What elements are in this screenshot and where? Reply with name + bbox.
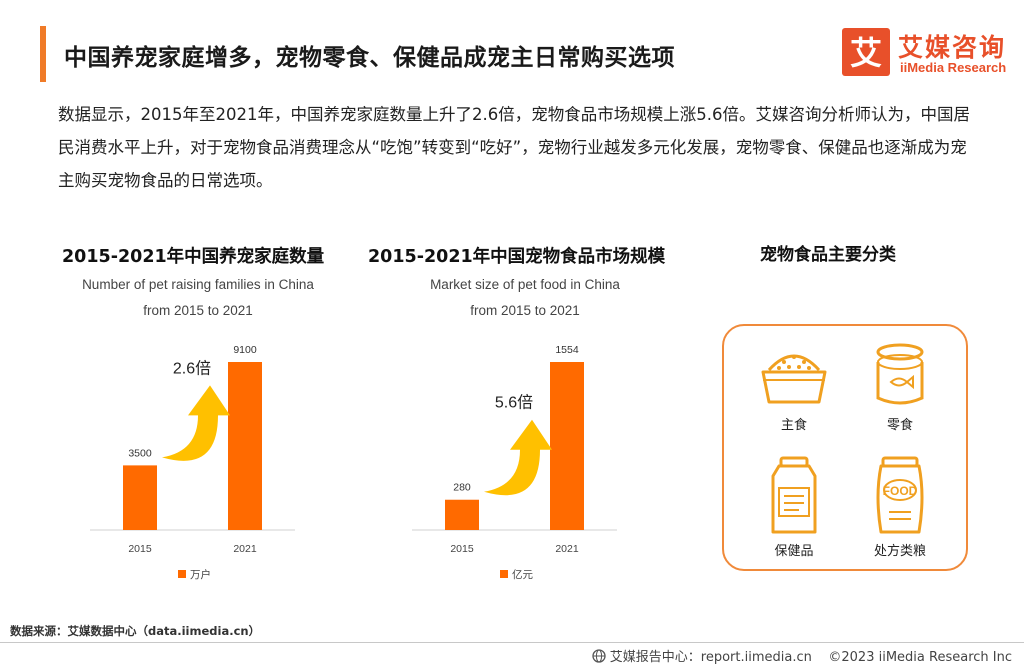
category-supplement: 保健品 (744, 456, 844, 559)
category-prescription: FOOD 处方类粮 (850, 456, 950, 559)
fish-can-icon (876, 343, 924, 405)
legend-label: 万户 (190, 568, 211, 581)
category-snack: 零食 (850, 340, 950, 440)
legend-swatch (178, 570, 186, 578)
growth-arrow-icon (162, 385, 230, 461)
category-staple: 主食 (744, 340, 844, 440)
chart2-title: 2015-2021年中国宠物食品市场规模 (368, 247, 666, 267)
bar (445, 499, 479, 530)
category-label: 保健品 (774, 544, 814, 559)
legend-label: 亿元 (512, 568, 533, 581)
chart1-subtitle: Number of pet raising families in China … (40, 272, 356, 324)
categories-panel: 主食 零食 保健品 FOOD 处方类粮 (722, 324, 968, 571)
data-label: 1554 (555, 344, 579, 356)
chart2-subtitle-line2: from 2015 to 2021 (470, 303, 580, 318)
growth-annotation: 5.6倍 (495, 394, 533, 412)
category-label: 主食 (780, 418, 807, 433)
data-label: 280 (453, 482, 471, 494)
category-label: 零食 (886, 418, 913, 433)
logo-text-cn: 艾媒咨询 (898, 33, 1007, 62)
logo-text-en: iiMedia Research (900, 60, 1007, 75)
food-bowl-icon (761, 354, 827, 404)
summary-paragraph: 数据显示，2015年至2021年，中国养宠家庭数量上升了2.6倍，宠物食品市场规… (58, 105, 970, 190)
legend-swatch (500, 570, 508, 578)
chart2-subtitle-line1: Market size of pet food in China (430, 277, 620, 292)
categories-title: 宠物食品主要分类 (760, 245, 896, 265)
bar (123, 465, 157, 530)
category-label: 处方类粮 (873, 544, 926, 559)
chart2-subtitle: Market size of pet food in China from 20… (372, 272, 678, 324)
x-tick-label: 2015 (128, 543, 152, 555)
brand-logo: 艾 艾媒咨询 iiMedia Research (842, 28, 1010, 78)
logo-mark-icon: 艾 (842, 28, 890, 76)
globe-icon (592, 648, 606, 665)
chart1-title: 2015-2021年中国养宠家庭数量 (62, 247, 325, 267)
data-label: 9100 (233, 344, 257, 356)
svg-text:FOOD: FOOD (883, 484, 918, 498)
supplement-bottle-icon (771, 456, 817, 534)
chart1-subtitle-line1: Number of pet raising families in China (82, 277, 314, 292)
chart1-subtitle-line2: from 2015 to 2021 (143, 303, 253, 318)
bar (550, 362, 584, 530)
title-accent-bar (40, 26, 46, 82)
growth-arrow-icon (484, 419, 552, 496)
bar (228, 362, 262, 530)
data-source: 数据来源：艾媒数据中心（data.iimedia.cn） (10, 624, 261, 638)
growth-annotation: 2.6倍 (173, 359, 211, 377)
data-label: 3500 (128, 447, 152, 459)
x-tick-label: 2015 (450, 543, 474, 555)
growth-arrow-shape (484, 419, 552, 496)
footer-divider (0, 642, 1024, 643)
growth-arrow-shape (162, 385, 230, 461)
page-title: 中国养宠家庭增多，宠物零食、保健品成宠主日常购买选项 (64, 45, 675, 71)
copyright: ©2023 iiMedia Research Inc (828, 650, 1012, 665)
svg-text:艾: 艾 (850, 34, 882, 72)
report-center-link[interactable]: 艾媒报告中心：report.iimedia.cn (609, 650, 812, 665)
footer-info: 艾媒报告中心：report.iimedia.cn ©2023 iiMedia R… (592, 646, 1012, 665)
food-bag-icon: FOOD (876, 456, 924, 534)
x-tick-label: 2021 (233, 543, 257, 555)
x-tick-label: 2021 (555, 543, 579, 555)
